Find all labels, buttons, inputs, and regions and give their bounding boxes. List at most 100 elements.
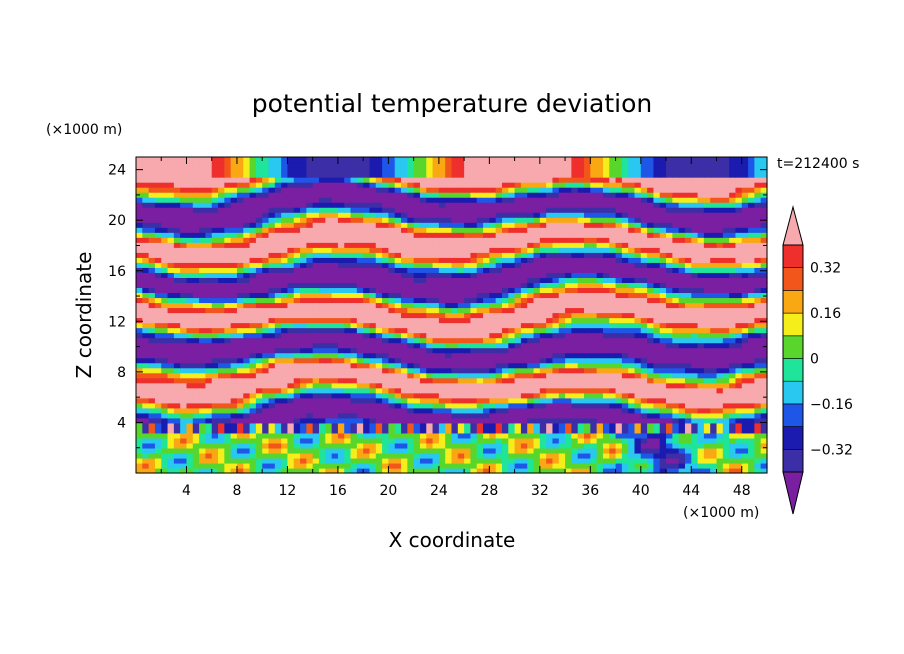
contour-cell	[438, 352, 446, 359]
contour-cell	[136, 252, 143, 258]
contour-cell	[710, 437, 718, 444]
contour-cell	[615, 297, 623, 304]
contour-cell	[192, 317, 200, 324]
contour-cell	[760, 232, 768, 238]
contour-cell	[672, 422, 680, 429]
contour-cell	[445, 457, 453, 464]
contour-cell	[249, 447, 257, 454]
contour-cell	[218, 272, 225, 278]
contour-cell	[224, 227, 232, 233]
contour-cell	[287, 467, 295, 474]
contour-cell	[457, 312, 465, 319]
contour-cell	[394, 442, 402, 449]
contour-cell	[760, 297, 768, 304]
contour-cell	[602, 342, 610, 349]
contour-cell	[413, 412, 421, 419]
contour-cell	[684, 317, 692, 324]
contour-cell	[735, 297, 743, 304]
contour-cell	[268, 317, 276, 324]
contour-cell	[697, 222, 705, 228]
contour-cell	[647, 242, 655, 248]
contour-cell	[432, 452, 440, 459]
contour-cell	[710, 362, 718, 369]
contour-cell	[501, 467, 509, 474]
contour-cell	[432, 302, 440, 309]
contour-cell	[621, 232, 629, 238]
contour-cell	[722, 337, 730, 344]
contour-cell	[609, 232, 617, 238]
contour-cell	[249, 372, 257, 379]
contour-cell	[154, 452, 162, 459]
contour-cell	[142, 272, 150, 278]
contour-cell	[161, 402, 169, 409]
contour-cell	[218, 317, 225, 324]
contour-cell	[571, 367, 579, 374]
contour-cell	[710, 262, 718, 268]
contour-cell	[369, 337, 377, 344]
contour-cell	[224, 447, 232, 454]
contour-cell	[142, 357, 150, 364]
contour-cell	[274, 237, 282, 243]
contour-cell	[293, 372, 301, 379]
contour-cell	[684, 352, 692, 359]
contour-cell	[211, 247, 219, 253]
contour-cell	[325, 402, 333, 409]
contour-cell	[211, 377, 219, 384]
contour-cell	[325, 317, 333, 324]
contour-cell	[199, 257, 207, 263]
contour-cell	[464, 272, 472, 278]
contour-cell	[760, 267, 768, 273]
contour-cell	[710, 242, 718, 248]
contour-cell	[344, 367, 352, 374]
contour-cell	[678, 247, 686, 253]
contour-cell	[236, 397, 244, 404]
contour-cell	[710, 267, 718, 273]
contour-cell	[489, 242, 497, 248]
contour-cell	[647, 417, 655, 424]
contour-cell	[394, 412, 402, 419]
contour-cell	[419, 317, 427, 324]
contour-cell	[344, 222, 352, 228]
contour-cell	[148, 337, 156, 344]
contour-cell	[211, 427, 219, 434]
contour-cell	[495, 352, 503, 359]
contour-cell	[615, 462, 623, 469]
contour-cell	[287, 227, 295, 233]
contour-cell	[413, 247, 421, 253]
contour-cell	[533, 347, 541, 354]
contour-cell	[729, 307, 737, 314]
contour-cell	[167, 267, 175, 273]
contour-cell	[287, 397, 295, 404]
contour-cell	[666, 317, 673, 324]
contour-cell	[577, 257, 585, 263]
contour-cell	[691, 307, 699, 314]
contour-cell	[571, 437, 579, 444]
contour-cell	[527, 322, 535, 329]
contour-cell	[476, 337, 484, 344]
contour-cell	[527, 467, 535, 474]
contour-cell	[457, 432, 465, 439]
contour-cell	[192, 422, 200, 429]
contour-cell	[438, 407, 446, 414]
contour-cell	[653, 437, 661, 444]
contour-cell	[287, 437, 295, 444]
contour-cell	[546, 282, 554, 289]
contour-cell	[293, 362, 301, 369]
contour-cell	[527, 457, 535, 464]
contour-cell	[729, 272, 737, 278]
contour-cell	[691, 247, 699, 253]
contour-cell	[565, 432, 572, 439]
contour-cell	[754, 272, 762, 278]
contour-cell	[331, 372, 339, 379]
contour-cell	[647, 447, 655, 454]
contour-cell	[659, 232, 667, 238]
contour-cell	[584, 347, 591, 354]
contour-cell	[697, 342, 705, 349]
contour-cell	[628, 452, 636, 459]
contour-cell	[602, 427, 610, 434]
contour-cell	[729, 322, 737, 329]
contour-cell	[407, 327, 415, 334]
contour-cell	[274, 347, 282, 354]
contour-cell	[571, 397, 579, 404]
contour-cell	[483, 407, 490, 414]
